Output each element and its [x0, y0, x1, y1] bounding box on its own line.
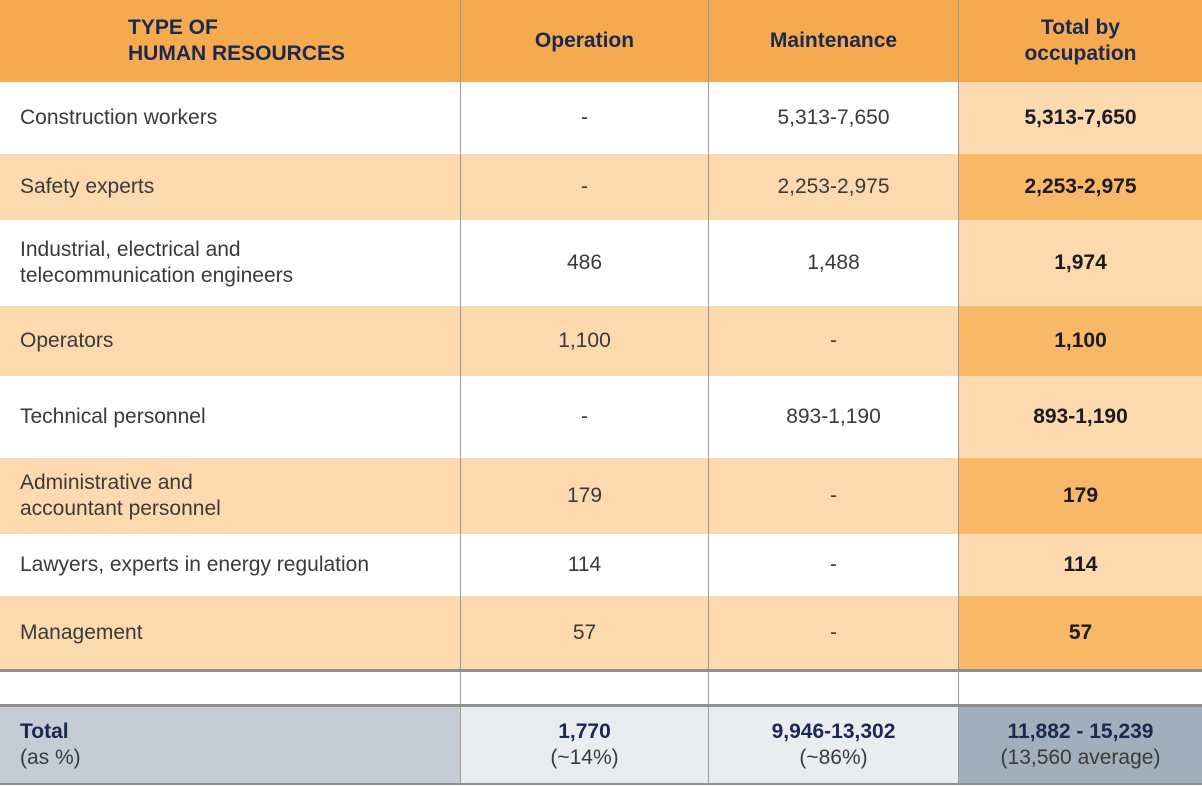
table-cell: 2,253-2,975 — [708, 154, 958, 220]
table-cell: 1,974 — [958, 220, 1202, 306]
table-cell: 2,253-2,975 — [958, 154, 1202, 220]
total-cell: 11,882 - 15,239 (13,560 average) — [958, 707, 1202, 783]
rule — [0, 669, 1202, 672]
header-cell: Maintenance — [708, 0, 958, 82]
total-cell: 1,770 (~14%) — [460, 707, 708, 783]
total-note: (~14%) — [550, 746, 619, 769]
header-cell: TYPE OF HUMAN RESOURCES — [0, 0, 460, 82]
table-cell: 57 — [958, 596, 1202, 670]
spacer-cell — [708, 672, 958, 706]
table-cell: - — [708, 596, 958, 670]
spacer-cell — [958, 672, 1202, 706]
table-cell: 893-1,190 — [958, 376, 1202, 458]
total-note: (as %) — [20, 746, 81, 769]
table-cell: 1,488 — [708, 220, 958, 306]
table-cell: - — [460, 376, 708, 458]
table-cell: 57 — [460, 596, 708, 670]
table-cell: Technical personnel — [0, 376, 460, 458]
total-cell: Total (as %) — [0, 707, 460, 783]
table-cell: Operators — [0, 306, 460, 376]
table-cell: 486 — [460, 220, 708, 306]
table-cell: 1,100 — [460, 306, 708, 376]
table-cell: - — [460, 82, 708, 154]
spacer-cell — [460, 672, 708, 706]
table-cell: Lawyers, experts in energy regulation — [0, 534, 460, 596]
table-cell: Industrial, electrical and telecommunica… — [0, 220, 460, 306]
table-cell: Administrative and accountant personnel — [0, 458, 460, 534]
table-cell: 5,313-7,650 — [958, 82, 1202, 154]
total-value: Total — [20, 719, 69, 743]
total-value: 1,770 — [558, 719, 611, 743]
table-cell: 179 — [958, 458, 1202, 534]
total-cell: 9,946-13,302 (~86%) — [708, 707, 958, 783]
header-cell: Operation — [460, 0, 708, 82]
table-cell: 179 — [460, 458, 708, 534]
total-note: (13,560 average) — [1000, 746, 1161, 769]
table-cell: Construction workers — [0, 82, 460, 154]
table-cell: 114 — [460, 534, 708, 596]
spacer-cell — [0, 672, 460, 706]
table-cell: 114 — [958, 534, 1202, 596]
table-cell: 5,313-7,650 — [708, 82, 958, 154]
table-cell: 893-1,190 — [708, 376, 958, 458]
table-cell: Safety experts — [0, 154, 460, 220]
table-cell: Management — [0, 596, 460, 670]
total-value: 11,882 - 15,239 — [1007, 719, 1154, 743]
rule — [0, 783, 1202, 785]
table-cell: 1,100 — [958, 306, 1202, 376]
total-value: 9,946-13,302 — [771, 719, 896, 743]
header-cell: Total by occupation — [958, 0, 1202, 82]
table-cell: - — [708, 458, 958, 534]
table-cell: - — [460, 154, 708, 220]
total-note: (~86%) — [799, 746, 868, 769]
rule — [0, 704, 1202, 707]
table-cell: - — [708, 534, 958, 596]
table-cell: - — [708, 306, 958, 376]
